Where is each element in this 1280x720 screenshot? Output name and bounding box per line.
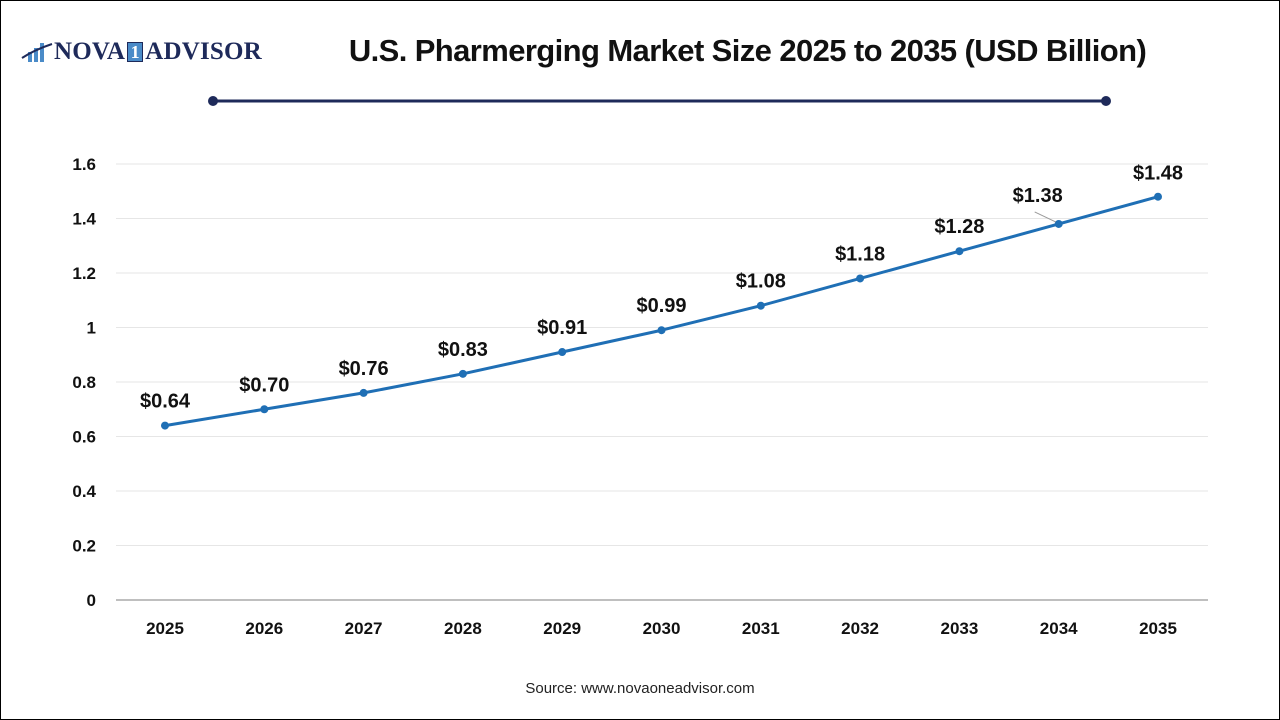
y-tick-label: 0.2 <box>72 537 96 556</box>
data-point <box>558 348 567 357</box>
x-tick-label: 2028 <box>444 619 482 638</box>
x-tick-label: 2035 <box>1139 619 1177 638</box>
leader-line <box>1034 211 1056 223</box>
data-point <box>161 421 169 430</box>
data-point <box>458 369 467 378</box>
data-point <box>856 274 865 283</box>
data-label: $1.48 <box>1133 163 1183 185</box>
logo-part-one: 1 <box>127 42 144 62</box>
data-label: $0.76 <box>339 358 389 380</box>
x-tick-label: 2026 <box>245 619 283 638</box>
y-tick-label: 1.4 <box>72 210 96 229</box>
x-tick-label: 2029 <box>543 619 581 638</box>
title-rule <box>208 96 1111 106</box>
series-market-size <box>161 192 1162 430</box>
data-label: $1.28 <box>934 216 984 238</box>
data-point <box>260 405 269 414</box>
y-tick-label: 1 <box>87 319 96 338</box>
data-point <box>955 247 964 256</box>
bar-chart-logo-icon <box>21 43 53 62</box>
title-rule-left-dot <box>208 96 218 106</box>
chart-title: U.S. Pharmerging Market Size 2025 to 203… <box>348 33 1147 68</box>
x-tick-label: 2031 <box>742 619 780 638</box>
y-tick-label: 0.6 <box>72 428 96 447</box>
data-label: $1.18 <box>835 243 885 265</box>
y-tick-label: 0.8 <box>72 373 96 392</box>
data-label: $0.99 <box>636 295 686 317</box>
data-point <box>756 301 765 310</box>
x-tick-label: 2030 <box>643 619 681 638</box>
data-point <box>657 326 666 335</box>
logo-part-advisor: ADVISOR <box>145 38 262 65</box>
data-label: $0.83 <box>438 339 488 361</box>
data-point <box>1054 219 1063 228</box>
data-label: $0.70 <box>239 374 289 396</box>
source-note: Source: www.novaoneadvisor.com <box>525 680 755 697</box>
y-tick-label: 0 <box>87 591 96 610</box>
y-axis-ticks: 0 0.2 0.4 0.6 0.8 1 1.2 1.4 1.6 <box>72 155 96 610</box>
data-label: $1.38 <box>1013 185 1063 207</box>
data-point <box>359 388 368 397</box>
data-point <box>1154 192 1162 201</box>
data-label: $0.64 <box>140 391 191 413</box>
y-tick-label: 1.6 <box>72 155 96 174</box>
data-labels: $0.64 $0.70 $0.76 $0.83 $0.91 $0.99 $1.08 $1.18… <box>140 163 1183 413</box>
x-axis-ticks: 2025 2026 2027 2028 2029 2030 2031 2032 2033 2034… <box>146 619 1177 638</box>
data-label: $1.08 <box>736 271 786 293</box>
y-tick-label: 1.2 <box>72 264 96 283</box>
x-tick-label: 2032 <box>841 619 879 638</box>
x-tick-label: 2034 <box>1040 619 1078 638</box>
x-tick-label: 2033 <box>940 619 978 638</box>
logo-part-nova: NOVA <box>54 38 126 65</box>
y-tick-label: 0.4 <box>72 482 96 501</box>
x-tick-label: 2025 <box>146 619 184 638</box>
data-label: $0.91 <box>537 317 587 339</box>
logo-text: NOVA 1 ADVISOR <box>54 38 262 66</box>
gridlines <box>116 163 1208 601</box>
title-rule-right-dot <box>1101 96 1111 106</box>
logo: NOVA 1 ADVISOR <box>20 36 262 68</box>
x-tick-label: 2027 <box>345 619 383 638</box>
